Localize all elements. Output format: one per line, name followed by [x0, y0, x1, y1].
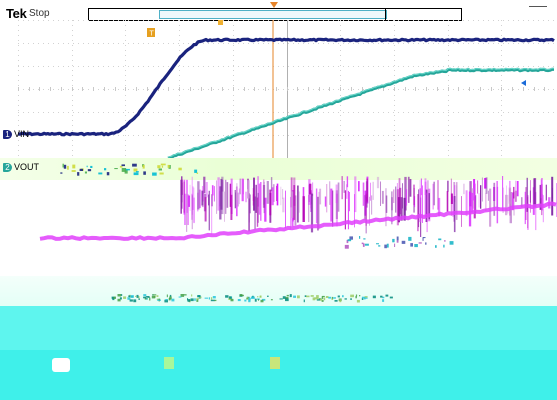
waveform-graticule[interactable]: T	[18, 20, 555, 158]
ch2-number-badge: 2	[3, 162, 12, 172]
glitch-band-lime	[0, 158, 557, 180]
record-view-bar[interactable]	[88, 8, 462, 21]
glitch-band-mint	[0, 276, 557, 306]
ch1-vin-trace	[18, 37, 555, 137]
trigger-markers: T	[147, 20, 274, 158]
ch1-label[interactable]: 1 VIN	[3, 129, 29, 139]
ch2-vout-trace-highlight	[167, 67, 554, 158]
brand-logo: Tek	[6, 6, 27, 21]
svg-text:T: T	[150, 31, 155, 38]
record-view-window[interactable]	[159, 10, 387, 19]
ref-arrow-icon	[521, 80, 526, 86]
ch3-magenta-trace	[39, 201, 557, 241]
corner-dash	[529, 6, 547, 7]
ch2-vout-trace	[167, 67, 554, 158]
ch1-number-badge: 1	[3, 129, 12, 139]
ch2-label[interactable]: 2 VOUT	[3, 162, 39, 172]
trigger-position-marker-icon[interactable]	[270, 2, 278, 8]
trigger-level-marker-icon: T	[147, 28, 155, 38]
ch2-scale-badge[interactable]	[52, 358, 70, 372]
cursor-a-marker-icon	[218, 20, 223, 25]
record-view-separator	[385, 9, 386, 20]
glitch-specks	[111, 236, 454, 303]
glitch-overlay	[39, 163, 557, 303]
glitch-bars	[60, 163, 557, 237]
math-badge[interactable]	[164, 357, 174, 369]
run-state-indicator[interactable]: Stop	[29, 8, 50, 19]
ch1-name: VIN	[14, 129, 30, 139]
trigger-badge[interactable]	[270, 357, 280, 369]
ch2-name: VOUT	[14, 162, 40, 172]
